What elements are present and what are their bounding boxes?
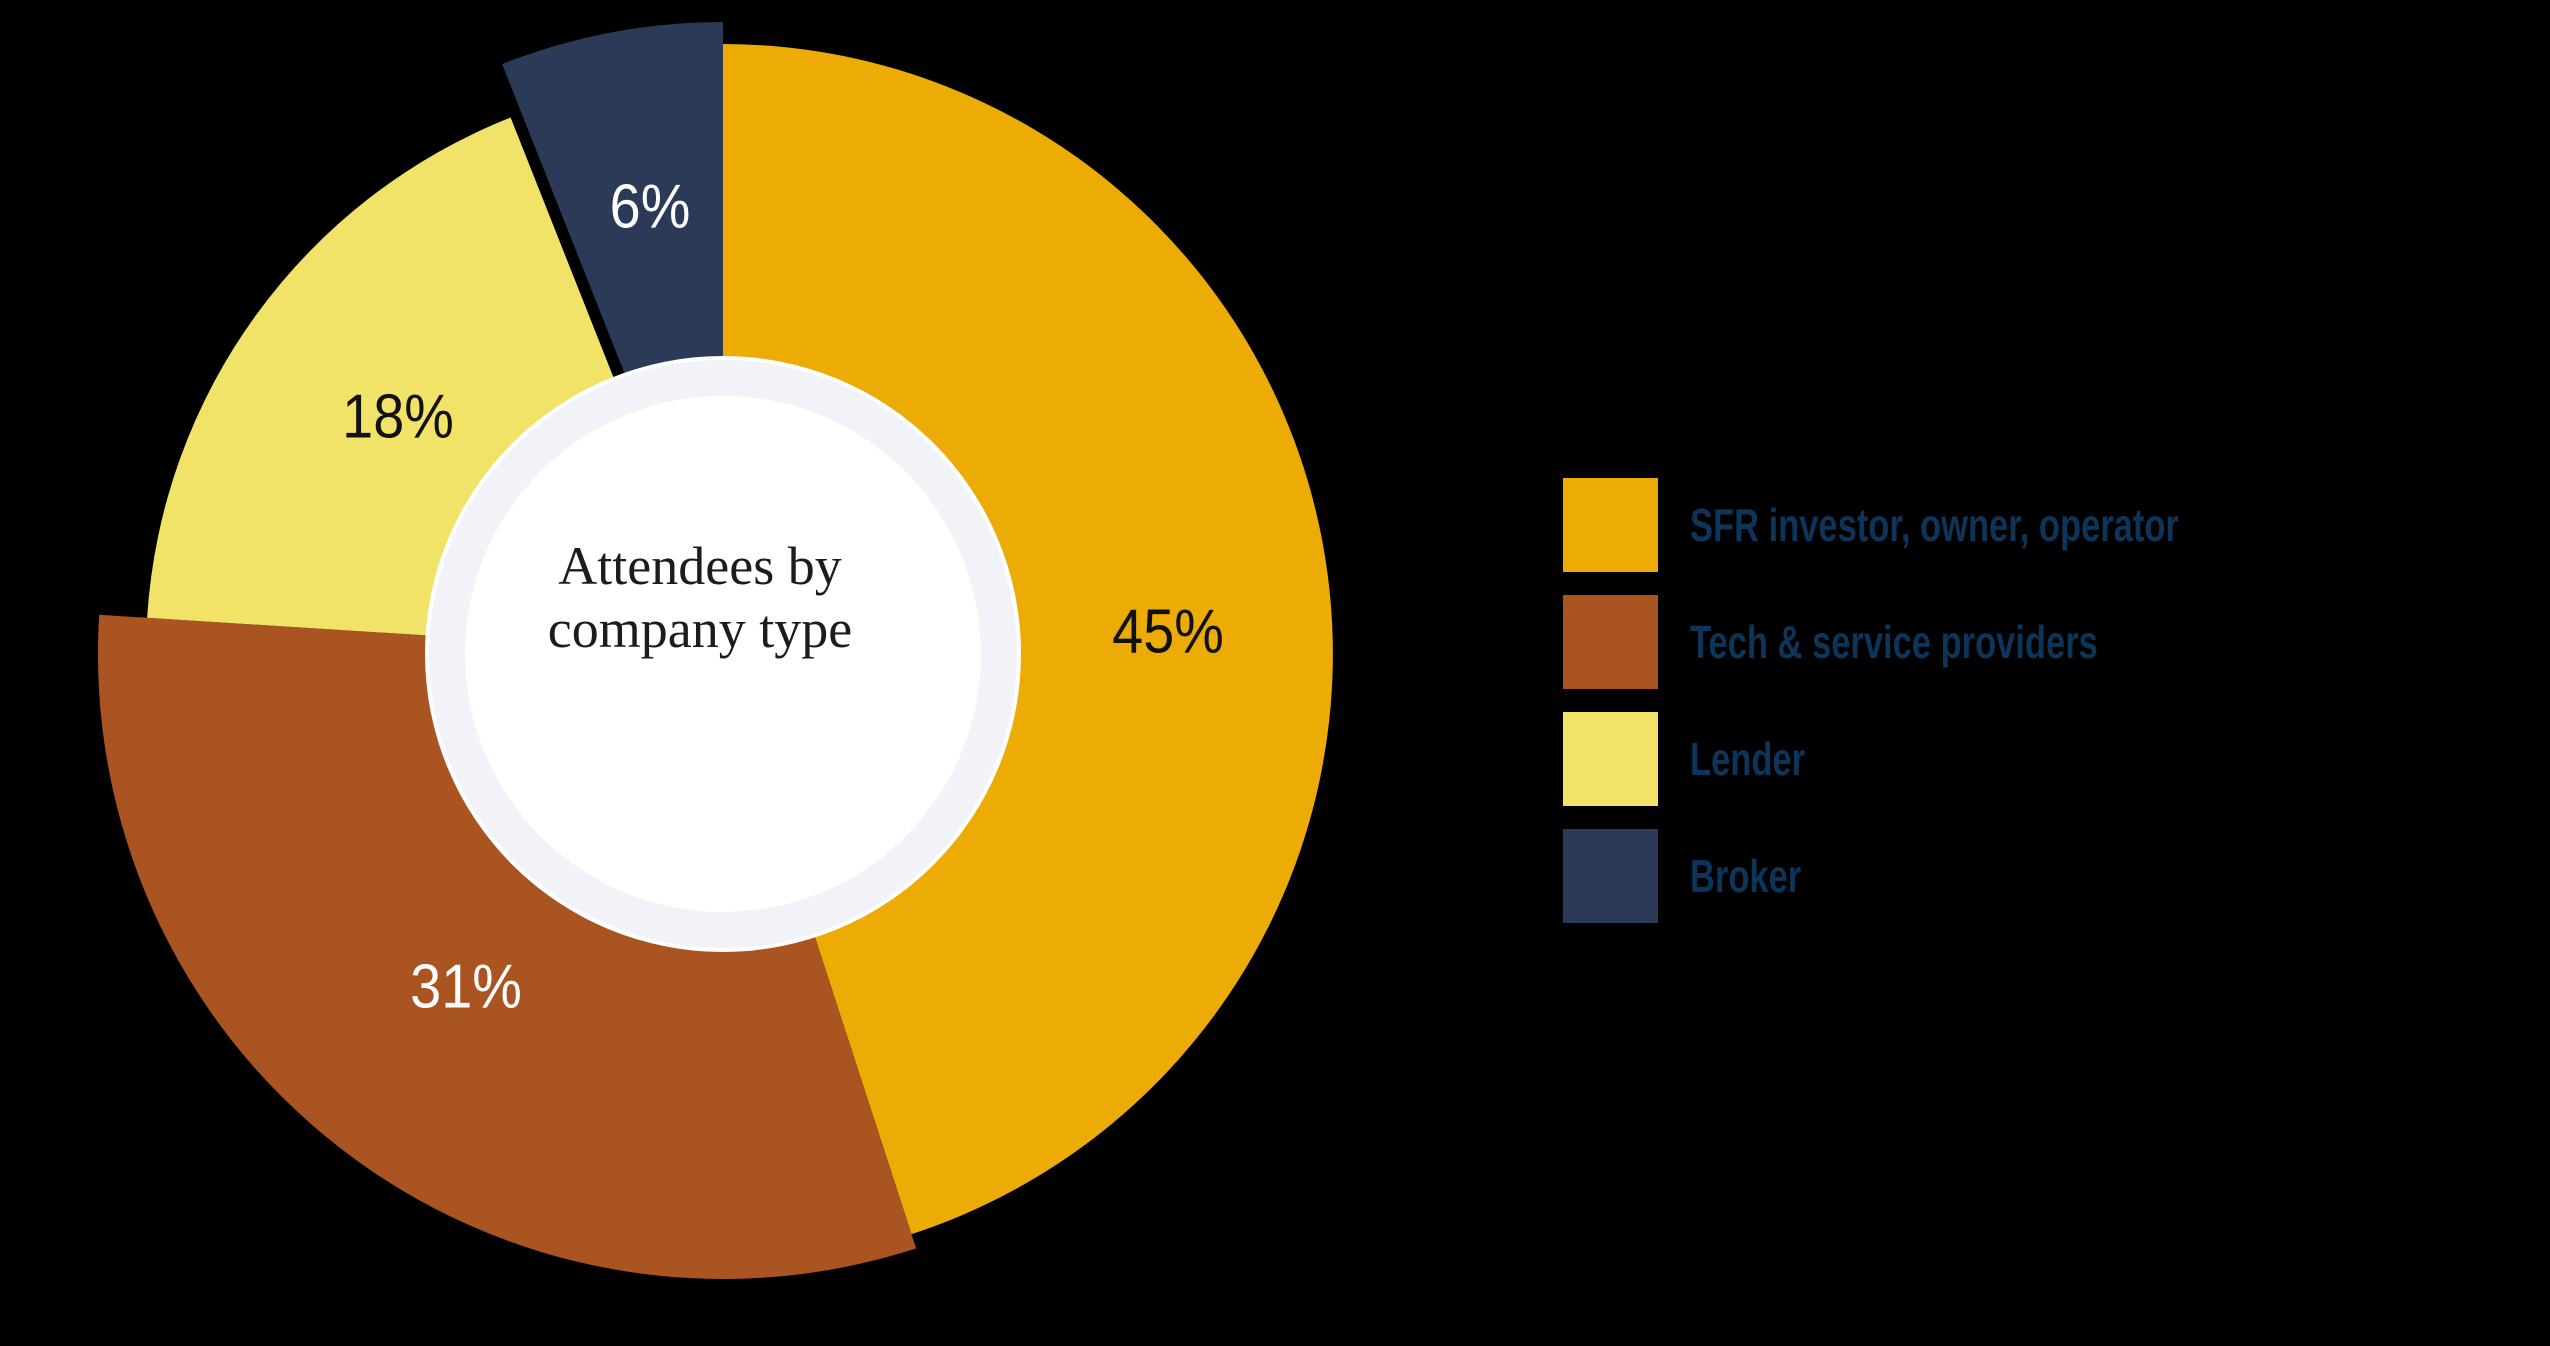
chart-center-title: Attendees by company type <box>548 535 852 661</box>
chart-center-title-line2: company type <box>547 599 853 659</box>
donut-hole-ring <box>429 360 1017 948</box>
chart-center-title-line1: Attendees by <box>558 536 842 596</box>
legend-item-label: Lender <box>1690 733 1806 785</box>
slice-value-label-broker: 6% <box>609 172 691 242</box>
legend-swatch-icon <box>1563 712 1658 806</box>
legend-swatch-icon <box>1563 829 1658 923</box>
legend-item-lender: Lender <box>1563 712 2342 806</box>
legend-item-sfr: SFR investor, owner, operator <box>1563 478 2342 572</box>
legend-item-tech: Tech & service providers <box>1563 595 2342 689</box>
slice-value-label-sfr: 45% <box>1112 597 1224 667</box>
donut-hole <box>425 356 1021 952</box>
legend-item-label: Broker <box>1690 850 1802 902</box>
legend-item-label: Tech & service providers <box>1690 616 2098 668</box>
slice-value-label-tech: 31% <box>410 952 522 1022</box>
chart-legend: SFR investor, owner, operator Tech & ser… <box>1563 478 2342 923</box>
pie-slice-0 <box>723 44 1333 1235</box>
legend-swatch-icon <box>1563 478 1658 572</box>
slice-value-label-lender: 18% <box>342 382 454 452</box>
legend-swatch-icon <box>1563 595 1658 689</box>
legend-item-broker: Broker <box>1563 829 2342 923</box>
legend-item-label: SFR investor, owner, operator <box>1690 499 2179 551</box>
